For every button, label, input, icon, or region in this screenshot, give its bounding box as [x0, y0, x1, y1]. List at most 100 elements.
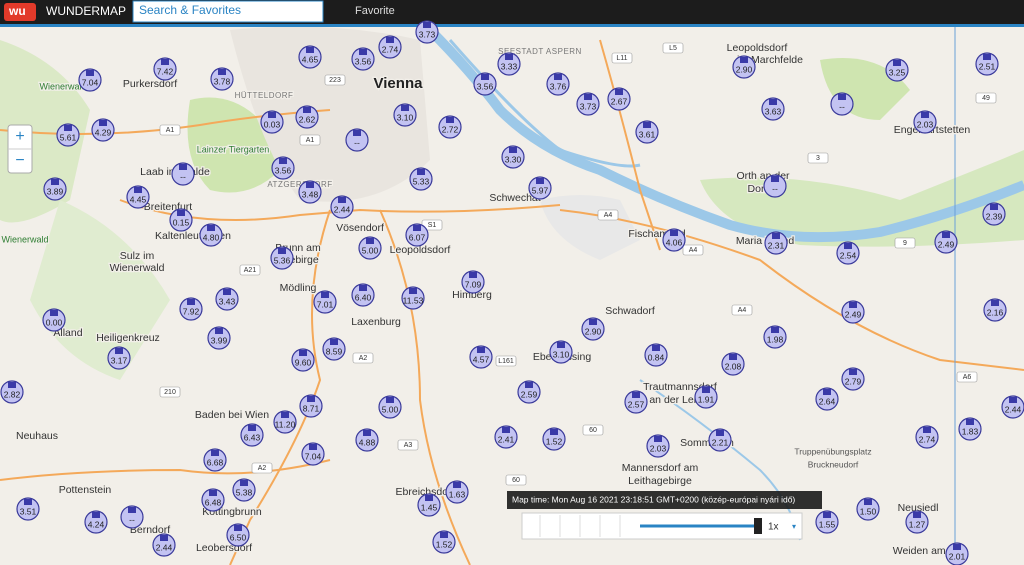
station-marker[interactable]: -- — [120, 505, 144, 529]
station-marker[interactable]: 2.74 — [378, 35, 402, 59]
station-marker[interactable]: 3.73 — [415, 20, 439, 44]
station-value[interactable]: 3.51 — [20, 506, 37, 516]
station-marker[interactable]: 1.91 — [694, 385, 718, 409]
station-marker[interactable]: 1.63 — [445, 480, 469, 504]
station-circle[interactable] — [607, 87, 631, 111]
station-marker[interactable]: 3.76 — [546, 72, 570, 96]
station-circle[interactable] — [517, 380, 541, 404]
station-circle[interactable] — [201, 488, 225, 512]
station-value[interactable]: 4.45 — [130, 194, 147, 204]
station-icon[interactable] — [823, 512, 831, 518]
station-value[interactable]: 2.90 — [736, 64, 753, 74]
station-value[interactable]: -- — [772, 183, 778, 193]
station-marker[interactable]: 3.10 — [549, 340, 573, 364]
station-icon[interactable] — [306, 47, 314, 53]
station-value[interactable]: 2.44 — [1005, 404, 1022, 414]
station-circle[interactable] — [203, 448, 227, 472]
station-value[interactable]: 1.63 — [449, 489, 466, 499]
station-icon[interactable] — [423, 22, 431, 28]
station-marker[interactable]: 6.40 — [351, 283, 375, 307]
station-icon[interactable] — [115, 348, 123, 354]
station-value[interactable]: 3.56 — [355, 56, 372, 66]
station-circle[interactable] — [273, 410, 297, 434]
station-marker[interactable]: 2.57 — [624, 390, 648, 414]
station-value[interactable]: 6.40 — [355, 292, 372, 302]
station-circle[interactable] — [226, 523, 250, 547]
station-icon[interactable] — [966, 419, 974, 425]
station-value[interactable]: 3.99 — [211, 335, 228, 345]
station-marker[interactable]: 5.97 — [528, 176, 552, 200]
station-marker[interactable]: 1.83 — [958, 417, 982, 441]
station-value[interactable]: 4.80 — [203, 232, 220, 242]
station-marker[interactable]: 6.43 — [240, 423, 264, 447]
station-marker[interactable]: 3.56 — [351, 47, 375, 71]
station-marker[interactable]: 2.39 — [982, 202, 1006, 226]
station-value[interactable]: 4.24 — [88, 519, 105, 529]
station-icon[interactable] — [652, 345, 660, 351]
station-marker[interactable]: 5.38 — [232, 478, 256, 502]
station-icon[interactable] — [240, 480, 248, 486]
station-value[interactable]: -- — [180, 171, 186, 181]
station-marker[interactable]: 2.01 — [945, 542, 969, 565]
station-icon[interactable] — [838, 94, 846, 100]
station-icon[interactable] — [740, 57, 748, 63]
station-icon[interactable] — [481, 74, 489, 80]
station-marker[interactable]: 3.33 — [497, 52, 521, 76]
station-marker[interactable]: 2.54 — [836, 241, 860, 265]
station-icon[interactable] — [417, 169, 425, 175]
station-circle[interactable] — [351, 47, 375, 71]
station-icon[interactable] — [24, 499, 32, 505]
station-circle[interactable] — [646, 434, 670, 458]
station-marker[interactable]: 4.24 — [84, 510, 108, 534]
station-marker[interactable]: 3.99 — [207, 326, 231, 350]
station-icon[interactable] — [440, 532, 448, 538]
station-marker[interactable]: 3.78 — [210, 67, 234, 91]
station-icon[interactable] — [338, 197, 346, 203]
station-circle[interactable] — [958, 417, 982, 441]
station-marker[interactable]: 7.42 — [153, 57, 177, 81]
station-circle[interactable] — [179, 297, 203, 321]
station-circle[interactable] — [322, 337, 346, 361]
station-circle[interactable] — [232, 478, 256, 502]
station-value[interactable]: 3.78 — [214, 76, 231, 86]
station-icon[interactable] — [632, 392, 640, 398]
station-value[interactable]: 2.41 — [498, 434, 515, 444]
station-value[interactable]: 3.63 — [765, 106, 782, 116]
station-marker[interactable]: 0.00 — [42, 308, 66, 332]
station-circle[interactable] — [401, 286, 425, 310]
zoom-out[interactable]: − — [15, 152, 24, 169]
station-icon[interactable] — [453, 482, 461, 488]
station-value[interactable]: 2.44 — [156, 542, 173, 552]
station-value[interactable]: 1.98 — [767, 334, 784, 344]
station-icon[interactable] — [92, 512, 100, 518]
station-value[interactable]: 7.01 — [317, 299, 334, 309]
station-marker[interactable]: 6.48 — [201, 488, 225, 512]
station-circle[interactable] — [763, 174, 787, 198]
station-circle[interactable] — [721, 352, 745, 376]
station-marker[interactable]: 2.44 — [330, 195, 354, 219]
station-circle[interactable] — [764, 231, 788, 255]
station-value[interactable]: 3.61 — [639, 129, 656, 139]
station-circle[interactable] — [43, 177, 67, 201]
station-icon[interactable] — [209, 490, 217, 496]
station-marker[interactable]: 2.44 — [152, 533, 176, 557]
station-value[interactable]: 3.89 — [47, 186, 64, 196]
station-circle[interactable] — [497, 52, 521, 76]
station-value[interactable]: 2.03 — [650, 443, 667, 453]
station-icon[interactable] — [550, 429, 558, 435]
station-value[interactable]: 6.68 — [207, 457, 224, 467]
station-circle[interactable] — [763, 325, 787, 349]
station-value[interactable]: 2.57 — [628, 399, 645, 409]
station-marker[interactable]: 2.90 — [581, 317, 605, 341]
station-icon[interactable] — [248, 425, 256, 431]
station-value[interactable]: -- — [839, 101, 845, 111]
station-icon[interactable] — [525, 382, 533, 388]
station-marker[interactable]: 1.52 — [432, 530, 456, 554]
station-icon[interactable] — [330, 339, 338, 345]
station-marker[interactable]: 3.25 — [885, 58, 909, 82]
station-marker[interactable]: 9.60 — [291, 348, 315, 372]
station-marker[interactable]: 3.10 — [393, 103, 417, 127]
station-marker[interactable]: 2.72 — [438, 115, 462, 139]
station-circle[interactable] — [260, 110, 284, 134]
station-marker[interactable]: 4.88 — [355, 428, 379, 452]
